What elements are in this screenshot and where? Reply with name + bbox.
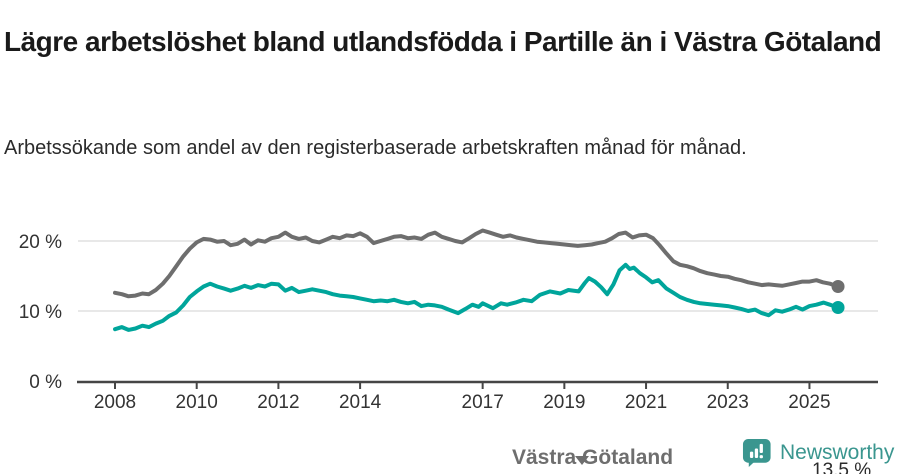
- series-marker-triangle-vastra-gotaland: [575, 456, 589, 465]
- series-line-v-stra-g-taland: [113, 228, 840, 299]
- x-tick-label: 2017: [462, 392, 504, 413]
- page-subtitle: Arbetssökande som andel av den registerb…: [4, 137, 747, 159]
- series-label-vastra-gotaland: Västra Götaland: [512, 446, 674, 469]
- series-end-dot-v-stra-g-taland: [831, 280, 845, 293]
- line-chart: 0 % 10 % 20 % 2008 2010 2012 2014 2017 2019 2021 2…: [0, 205, 900, 474]
- x-tick-label: 2010: [176, 392, 218, 413]
- x-tick-label: 2008: [94, 392, 136, 413]
- x-tick-label: 2019: [543, 392, 585, 413]
- x-tick-label: 2023: [707, 392, 749, 413]
- y-tick-label: 0 %: [29, 372, 62, 393]
- newsworthy-credit: Newsworthy: [742, 438, 894, 468]
- page-title: Lägre arbetslöshet bland utlandsfödda i …: [4, 25, 882, 57]
- newsworthy-brand-name: Newsworthy: [780, 441, 895, 464]
- series-line-partille: [113, 262, 840, 332]
- series-end-dot-partille: [831, 301, 845, 314]
- x-tick-label: 2021: [625, 392, 667, 413]
- y-tick-label: 20 %: [19, 232, 62, 253]
- y-tick-label: 10 %: [19, 302, 62, 323]
- x-tick-label: 2012: [257, 392, 299, 413]
- newsworthy-logo-icon: [742, 438, 771, 468]
- chart-canvas: 0 % 10 % 20 % 2008 2010 2012 2014 2017 2019 2021 2…: [19, 228, 878, 413]
- end-value-label-vastra-gotaland: 13,5 %: [812, 460, 872, 474]
- x-tick-label: 2014: [339, 392, 382, 413]
- x-tick-label: 2025: [788, 392, 830, 413]
